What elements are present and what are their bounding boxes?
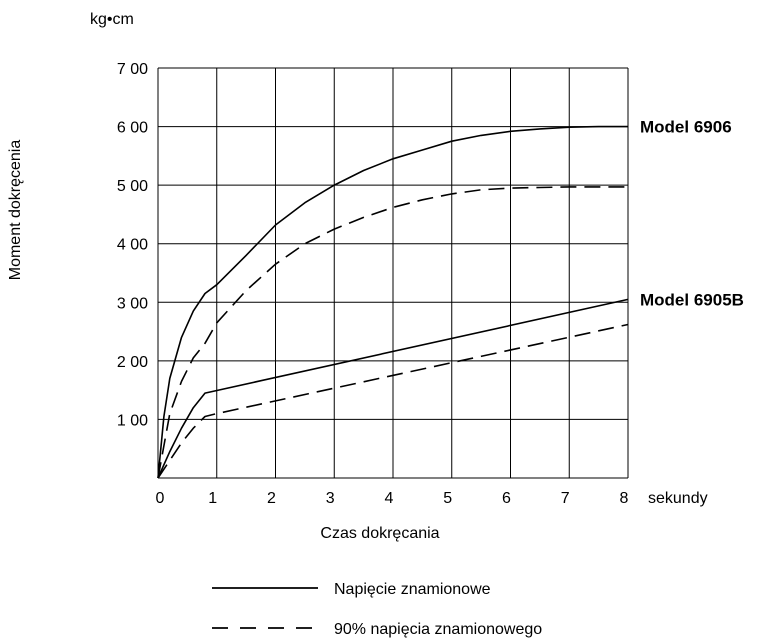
- x-tick-label: 4: [385, 490, 394, 507]
- model-label: Model 6905B: [640, 290, 744, 309]
- x-axis-title: Czas dokręcania: [320, 525, 439, 542]
- x-tick-label: 1: [208, 490, 217, 507]
- y-tick-label: 7 00: [117, 61, 148, 78]
- y-tick-label: 2 00: [117, 354, 148, 371]
- x-unit-label: sekundy: [648, 490, 708, 507]
- series-line-solid: [157, 125, 628, 479]
- x-tick-label: 3: [326, 490, 335, 507]
- x-tick-label: 0: [156, 490, 165, 507]
- legend-label: Napięcie znamionowe: [334, 581, 491, 598]
- y-tick-label: 4 00: [117, 237, 148, 254]
- y-tick-label: 6 00: [117, 120, 148, 137]
- series-line-dashed: [157, 323, 629, 479]
- legend: Napięcie znamionowe 90% napięcia znamiono…: [212, 581, 542, 638]
- x-tick-labels: 0 1 2 3 4 5 6 7 8: [156, 490, 629, 507]
- y-tick-label: 1 00: [117, 412, 148, 429]
- y-axis-title: Moment dokręcenia: [7, 140, 24, 281]
- x-tick-label: 5: [443, 490, 452, 507]
- series-line-solid: [157, 298, 629, 479]
- y-tick-label: 5 00: [117, 178, 148, 195]
- y-unit-label: kg•cm: [90, 11, 134, 28]
- x-tick-label: 6: [502, 490, 511, 507]
- y-tick-label: 3 00: [117, 295, 148, 312]
- x-tick-label: 8: [620, 490, 629, 507]
- series-lines: [157, 125, 629, 479]
- model-labels: Model 6906 Model 6905B: [640, 118, 744, 310]
- grid: [157, 67, 629, 479]
- series-line-dashed: [157, 186, 628, 479]
- x-tick-label: 7: [561, 490, 570, 507]
- model-label: Model 6906: [640, 118, 732, 137]
- x-tick-label: 2: [267, 490, 276, 507]
- legend-label: 90% napięcia znamionowego: [334, 621, 542, 638]
- y-tick-labels: 1 00 2 00 3 00 4 00 5 00 6 00 7 00: [117, 61, 148, 429]
